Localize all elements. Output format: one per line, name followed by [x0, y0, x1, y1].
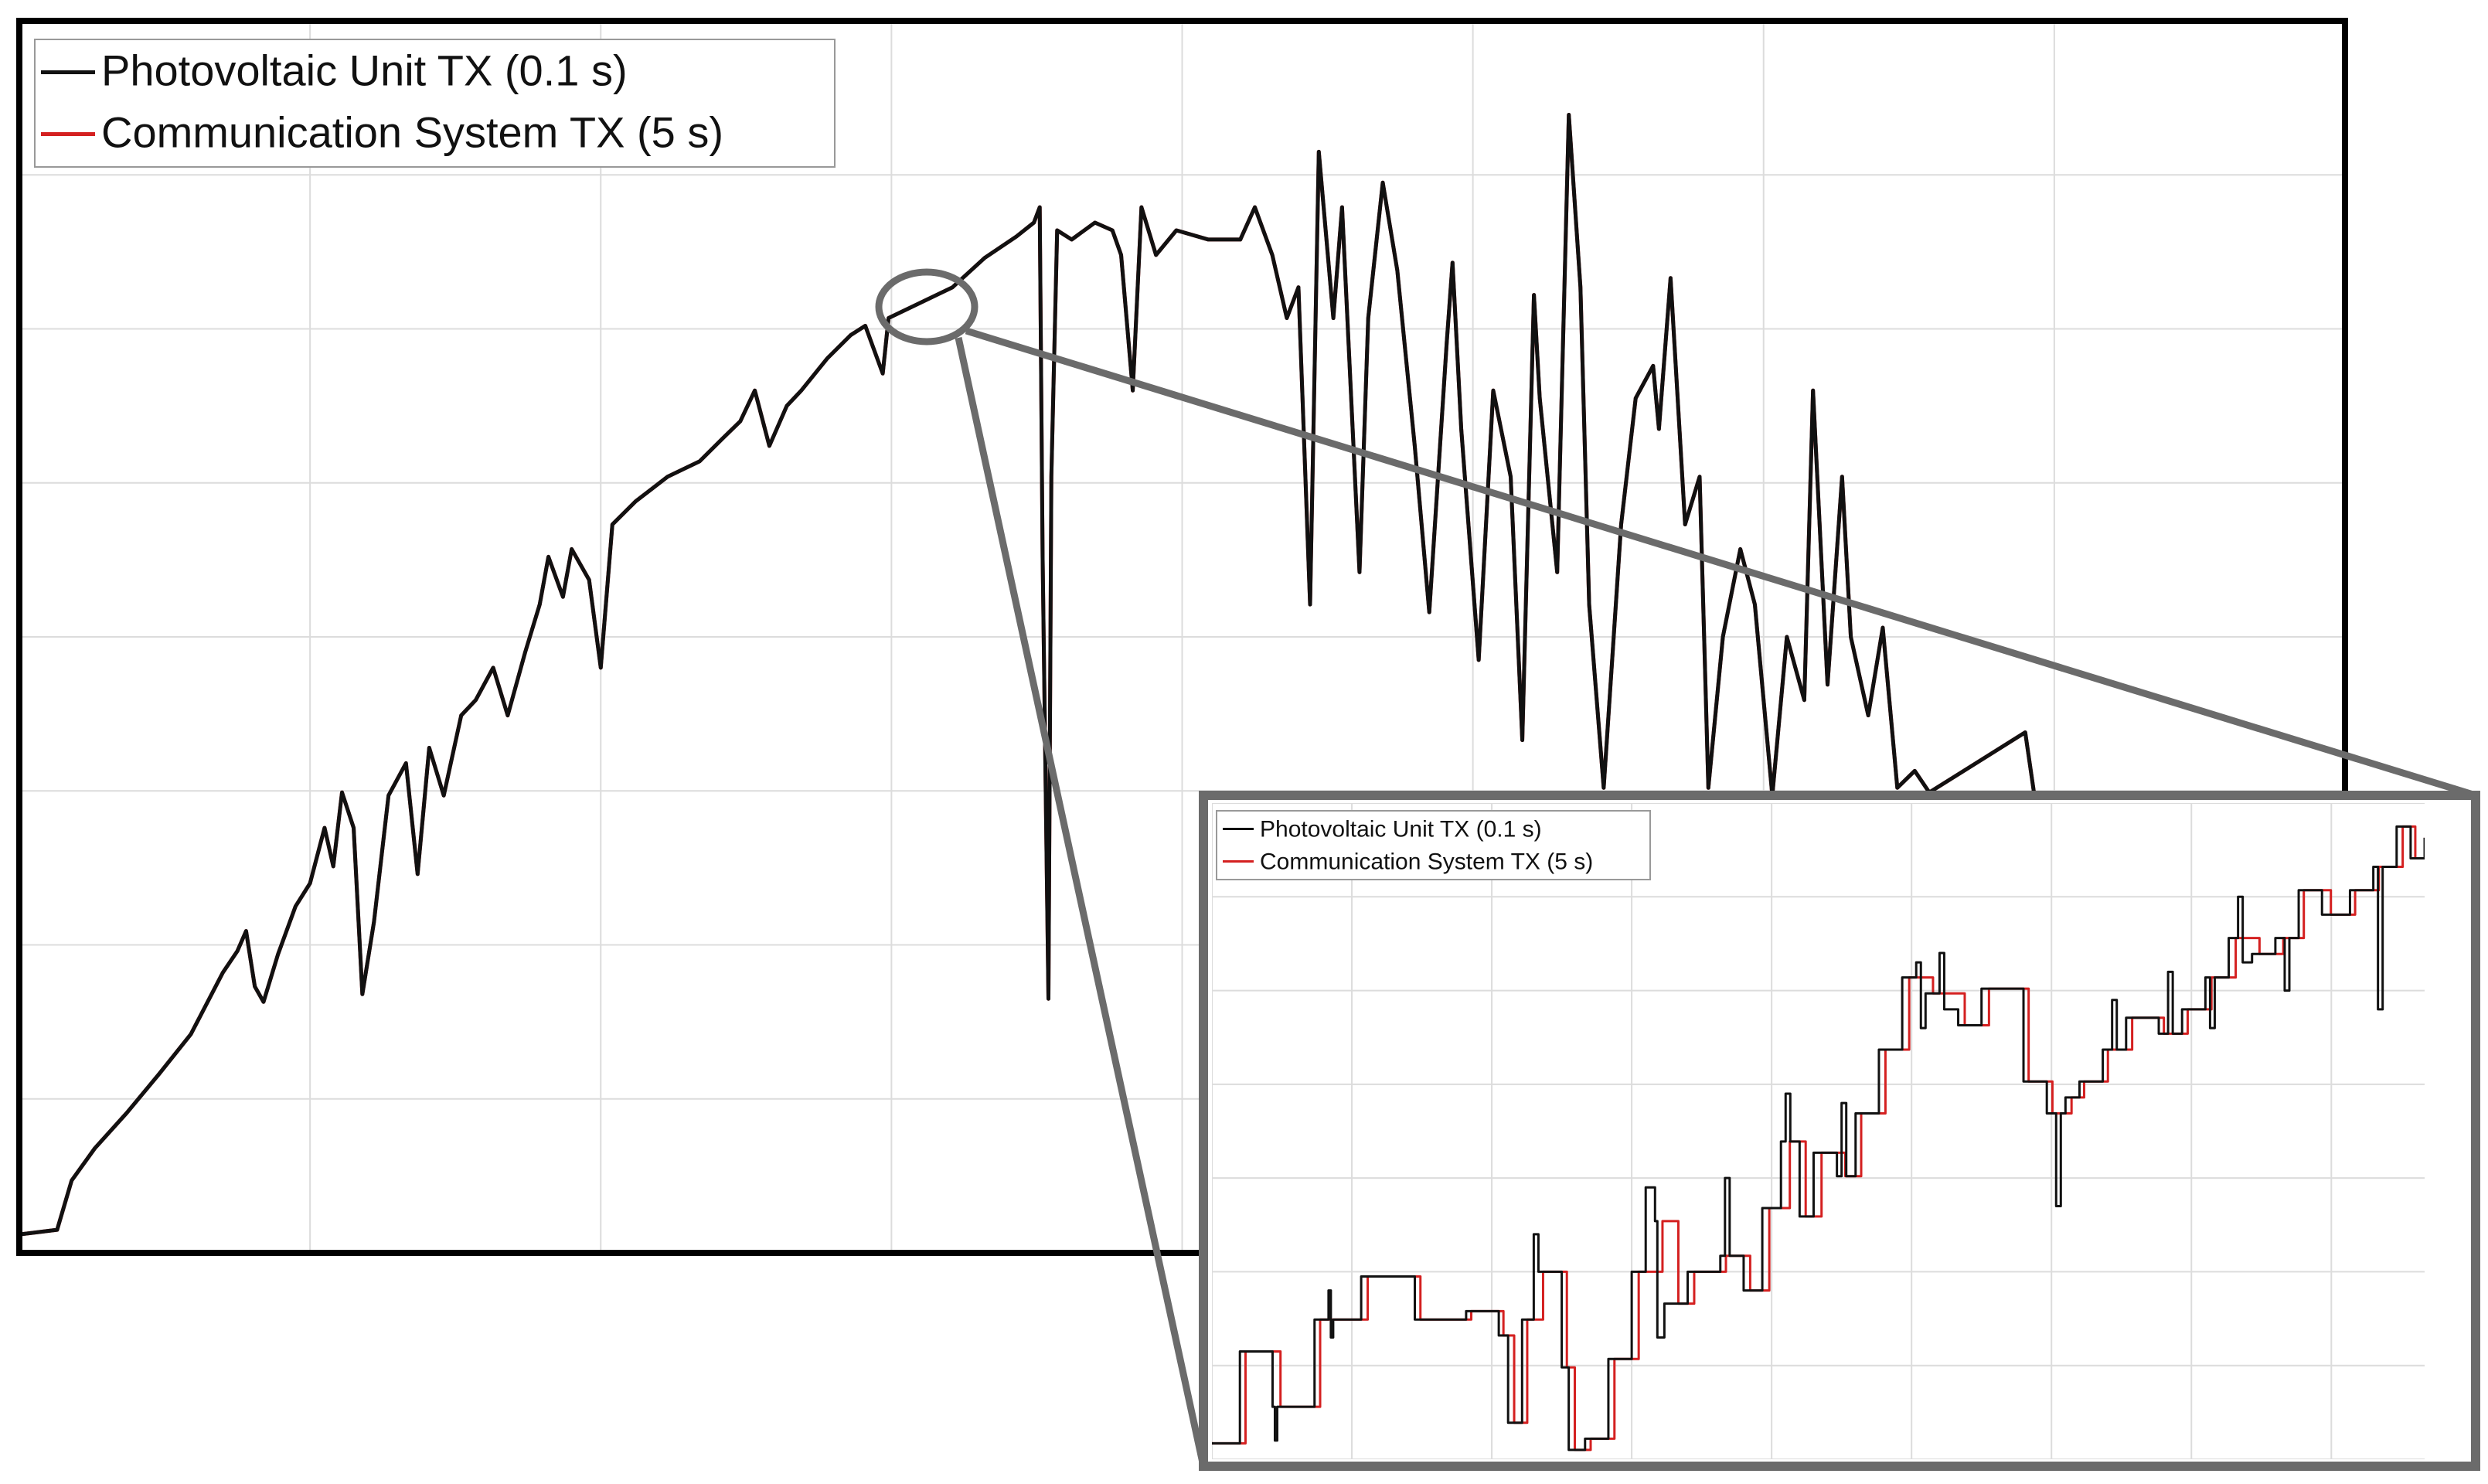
legend: Photovoltaic Unit TX (0.1 s) Communicatio…	[1216, 810, 1651, 880]
zoom-indicator	[875, 268, 2477, 1467]
legend-label: Communication System TX (5 s)	[101, 107, 723, 156]
plot-background	[1203, 795, 2476, 1466]
series-line	[1212, 825, 2425, 1452]
legend-box	[34, 39, 836, 168]
zoom-connector	[955, 337, 1207, 1467]
legend-label: Communication System TX (5 s)	[1260, 849, 1593, 874]
plot-frame	[1199, 791, 2480, 1471]
legend-label: Photovoltaic Unit TX (0.1 s)	[101, 46, 628, 94]
legend-label: Photovoltaic Unit TX (0.1 s)	[1260, 816, 1542, 842]
legend: Photovoltaic Unit TX (0.1 s) Communicatio…	[34, 39, 836, 168]
zoom-connector	[965, 327, 2477, 799]
plot-frame	[16, 18, 2348, 1256]
zoom-ellipse	[875, 268, 979, 345]
legend-box	[1216, 810, 1651, 880]
series-line	[19, 113, 2037, 1237]
plot-area	[1212, 803, 2425, 1459]
inset-chart: Photovoltaic Unit TX (0.1 s) Communicatio…	[1199, 791, 2480, 1471]
